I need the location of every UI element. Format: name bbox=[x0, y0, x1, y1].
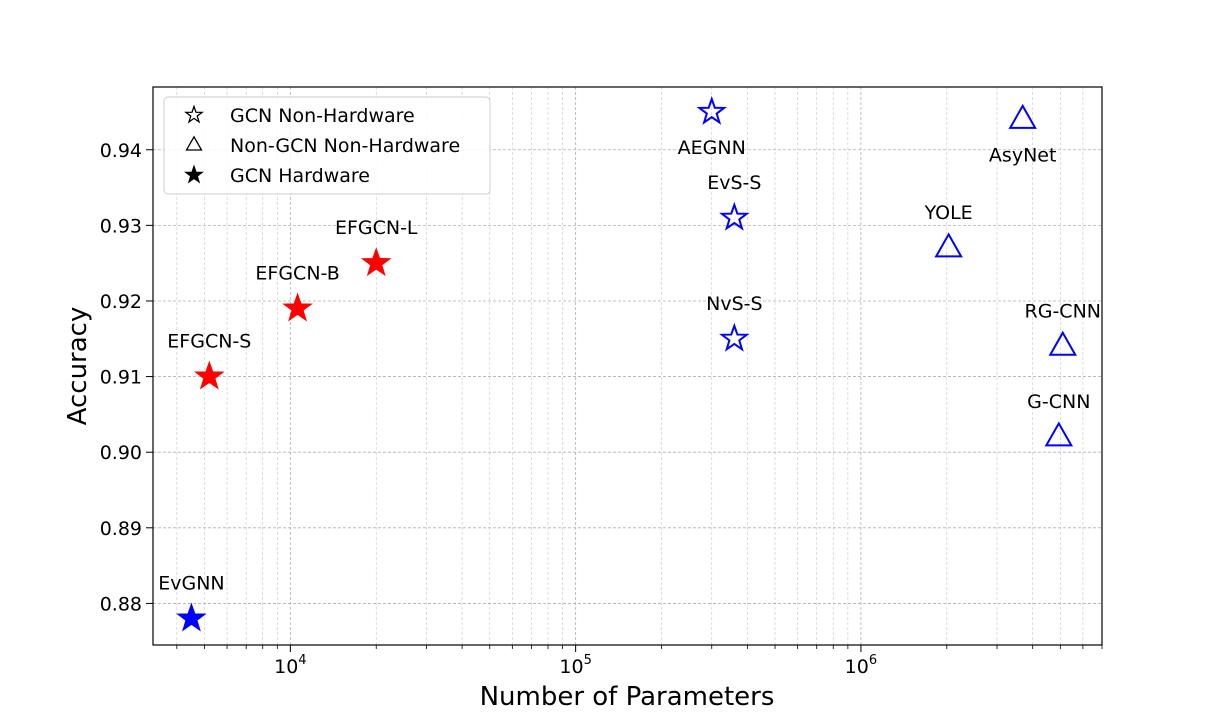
point-label-efgcn-l: EFGCN-L bbox=[335, 217, 418, 239]
point-efgcn-s-star-marker bbox=[194, 360, 225, 390]
legend-gcn-hardware-star-icon bbox=[184, 164, 204, 184]
x-tick-label: 106 bbox=[845, 653, 877, 678]
point-evs-s-star-marker bbox=[719, 201, 750, 231]
point-aegnn-star-marker bbox=[696, 95, 728, 125]
point-efgcn-l-star-marker bbox=[360, 247, 392, 277]
y-tick-label: 0.92 bbox=[100, 291, 142, 313]
point-rg-cnn-triangle-marker bbox=[1048, 330, 1077, 356]
point-label-nvs-s: NvS-S bbox=[706, 293, 762, 315]
y-tick-label: 0.94 bbox=[100, 140, 142, 162]
y-tick-label: 0.91 bbox=[100, 367, 142, 389]
point-label-yole: YOLE bbox=[924, 202, 973, 224]
point-efgcn-b-star-marker bbox=[282, 292, 313, 322]
point-label-asynet: AsyNet bbox=[989, 145, 1057, 167]
point-asynet-triangle-marker bbox=[1008, 103, 1037, 129]
plot-area-frame bbox=[152, 86, 1103, 646]
point-nvs-s-star-marker bbox=[719, 322, 750, 352]
point-label-evgnn: EvGNN bbox=[158, 573, 224, 595]
x-axis-title: Number of Parameters bbox=[480, 682, 775, 712]
point-label-efgcn-s: EFGCN-S bbox=[167, 331, 251, 353]
legend-box bbox=[163, 96, 491, 195]
point-label-efgcn-b: EFGCN-B bbox=[255, 263, 339, 285]
legend-label-non-gcn-non-hardware: Non-GCN Non-Hardware bbox=[230, 135, 460, 157]
point-label-evs-s: EvS-S bbox=[707, 172, 761, 194]
x-tick-label: 105 bbox=[559, 653, 591, 678]
legend-label-gcn-non-hardware: GCN Non-Hardware bbox=[230, 105, 415, 127]
legend-non-gcn-non-hardware-triangle-icon bbox=[185, 135, 203, 151]
y-tick-label: 0.88 bbox=[100, 593, 142, 615]
point-label-g-cnn: G-CNN bbox=[1027, 391, 1090, 413]
data-points bbox=[176, 95, 1077, 632]
y-tick-label: 0.90 bbox=[100, 442, 142, 464]
point-evgnn-star-marker bbox=[176, 602, 207, 632]
y-axis-title: Accuracy bbox=[63, 307, 93, 426]
point-yole-triangle-marker bbox=[934, 232, 963, 258]
y-tick-label: 0.93 bbox=[100, 215, 142, 237]
data-labels: AEGNN EvS-S NvS-S AsyNet YOLE RG-CNN G-CNN EFGC… bbox=[158, 137, 1101, 595]
point-g-cnn-triangle-marker bbox=[1044, 421, 1074, 447]
point-label-aegnn: AEGNN bbox=[678, 137, 746, 159]
x-tick-label: 104 bbox=[274, 653, 306, 678]
y-tick-label: 0.89 bbox=[100, 518, 142, 540]
legend-gcn-non-hardware-star-icon bbox=[184, 104, 204, 124]
legend-label-gcn-hardware: GCN Hardware bbox=[230, 165, 370, 187]
point-label-rg-cnn: RG-CNN bbox=[1025, 300, 1101, 322]
grid-lines bbox=[153, 87, 1103, 645]
axis-ticks: 104 105 106 0.88 0.89 0.90 0.91 0.92 0.93 0.94 bbox=[100, 140, 1103, 678]
legend: GCN Non-Hardware Non-GCN Non-Hardware GCN … bbox=[163, 96, 491, 195]
